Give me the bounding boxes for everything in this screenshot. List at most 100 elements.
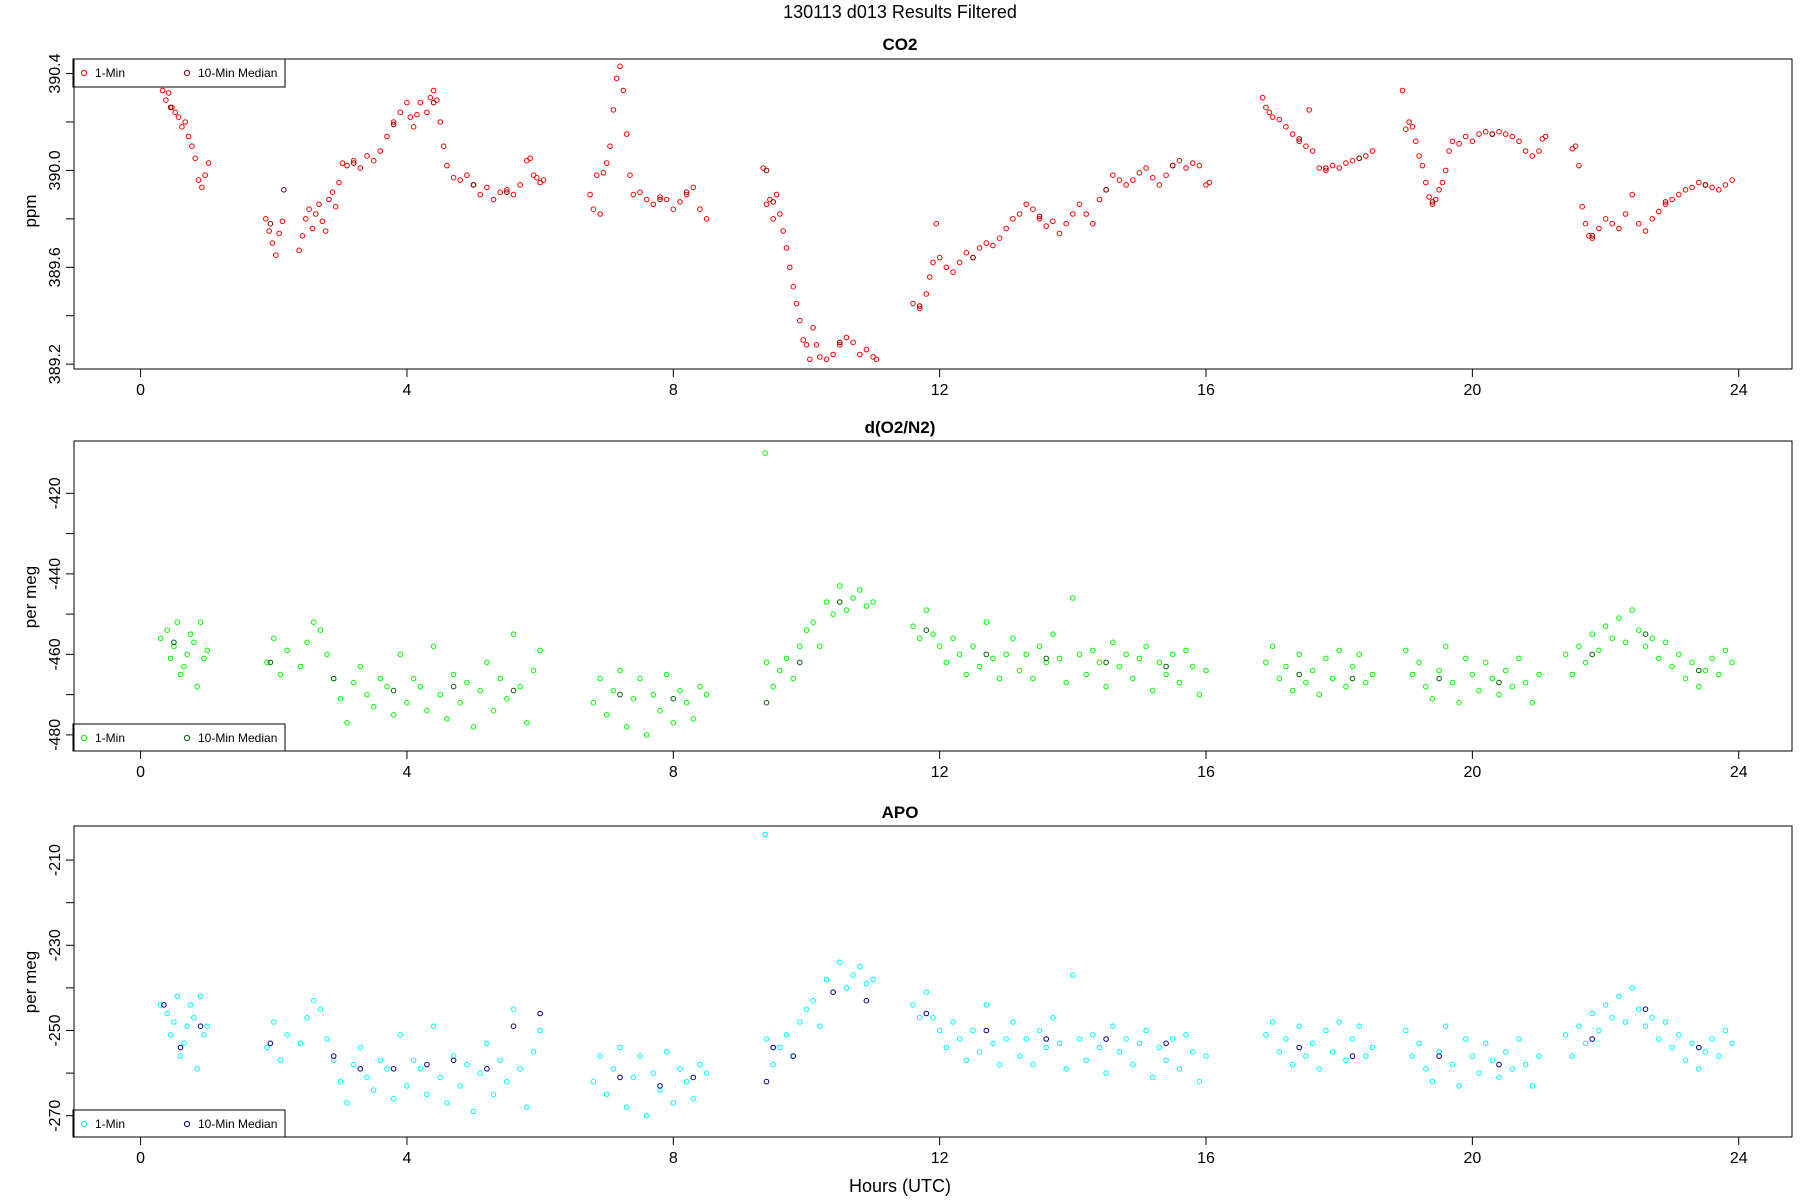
co2-data-point: [1356, 155, 1362, 162]
co2-data-point: [1426, 194, 1432, 200]
co2-data-point: [657, 194, 663, 200]
o2n2-data-point: [1316, 691, 1322, 698]
apo-data-point: [1289, 1061, 1296, 1068]
o2n2-data-point: [990, 655, 996, 662]
o2n2-data-point: [330, 675, 337, 682]
co2-data-point: [1036, 216, 1043, 222]
apo-data-point: [1689, 1040, 1695, 1047]
co2-data-point: [1582, 220, 1589, 227]
co2-data-point: [970, 254, 976, 261]
o2n2-data-point: [1329, 675, 1336, 682]
o2n2-data-point: [267, 659, 274, 666]
apo-data-point: [470, 1108, 477, 1115]
o2n2-data-point: [464, 679, 470, 686]
co2-data-point: [312, 211, 319, 217]
co2-data-point: [1206, 179, 1213, 186]
co2-data-point: [610, 107, 617, 113]
co2-data-point: [630, 191, 637, 198]
apo-data-point: [936, 1027, 943, 1034]
co2-data-point: [269, 240, 276, 246]
apo-data-point: [870, 976, 876, 983]
o2n2-data-point: [1163, 663, 1169, 670]
co2-data-point: [390, 119, 397, 125]
apo-data-point: [970, 1027, 976, 1034]
apo-data-point: [1096, 1044, 1103, 1051]
co2-data-point: [1169, 162, 1176, 169]
apo-data-point: [1070, 972, 1076, 978]
co2-data-point: [770, 199, 777, 205]
co2-data-point: [384, 133, 390, 140]
o2n2-data-point: [490, 707, 497, 714]
co2-data-point: [1030, 206, 1036, 212]
co2-data-point: [450, 174, 457, 181]
apo-data-point: [863, 980, 870, 987]
o2n2-data-point: [1696, 667, 1702, 674]
o2n2-data-point: [1576, 643, 1582, 650]
apo-data-point: [404, 1083, 410, 1089]
co2-data-point: [1516, 138, 1522, 145]
co2-data-point: [414, 111, 420, 118]
apo-data-point: [1496, 1074, 1502, 1081]
apo-data-point: [177, 1053, 184, 1059]
o2n2-data-point: [264, 659, 270, 666]
o2n2-legend: 1-Min 10-Min Median: [72, 723, 286, 752]
co2-data-point: [790, 283, 797, 290]
apo-data-point: [1656, 1036, 1662, 1042]
apo-data-point: [762, 831, 769, 838]
co2-data-point: [800, 337, 807, 343]
co2-y-tick-label: 389.6: [47, 247, 64, 287]
apo-data-point: [1189, 1049, 1196, 1055]
apo-data-point: [923, 989, 930, 996]
co2-data-point: [540, 177, 547, 183]
apo-data-point: [983, 1027, 990, 1034]
co2-data-point: [1306, 107, 1312, 113]
apo-data-point: [1203, 1053, 1209, 1059]
o2n2-data-point: [803, 627, 810, 634]
co2-data-point: [1682, 187, 1689, 193]
o2n2-data-point: [1609, 635, 1615, 642]
co2-legend-box: [72, 58, 286, 88]
co2-data-point: [167, 104, 174, 111]
co2-data-point: [1349, 157, 1356, 164]
apo-data-point: [267, 1040, 274, 1047]
apo-data-point: [1083, 1057, 1089, 1064]
co2-data-point: [1070, 211, 1076, 217]
co2-data-point: [593, 172, 600, 178]
apo-y-tick-label: -230: [47, 929, 64, 961]
co2-data-point: [1502, 131, 1509, 137]
apo-data-point: [630, 1074, 637, 1081]
co2-data-point: [350, 160, 357, 166]
apo-data-point: [337, 1078, 344, 1085]
apo-data-point: [1163, 1057, 1169, 1064]
apo-data-point: [697, 1061, 703, 1068]
o2n2-data-point: [1476, 687, 1482, 694]
o2n2-x-tick-label: 20: [1463, 764, 1481, 781]
co2-data-point: [1323, 167, 1329, 174]
apo-data-point: [1369, 1044, 1376, 1051]
o2n2-data-point: [164, 627, 170, 634]
apo-data-point: [430, 1023, 437, 1029]
o2n2-data-point: [963, 671, 970, 678]
co2-data-point: [650, 201, 657, 208]
co2-data-point: [1729, 177, 1735, 183]
o2n2-data-point: [1143, 643, 1149, 650]
co2-data-point: [163, 97, 169, 103]
o2n2-data-point: [187, 631, 194, 638]
co2-data-point: [613, 75, 620, 82]
o2n2-data-point: [1436, 675, 1442, 682]
co2-data-point: [1482, 128, 1489, 135]
o2n2-data-point: [1496, 691, 1502, 698]
co2-data-point: [306, 206, 312, 212]
apo-data-point: [1529, 1083, 1536, 1089]
apo-data-point: [823, 976, 830, 983]
co2-data-point: [410, 124, 417, 130]
apo-data-point: [271, 1019, 277, 1025]
co2-data-point: [1609, 220, 1615, 227]
co2-data-point: [926, 274, 933, 280]
apo-data-point: [610, 1066, 617, 1072]
o2n2-data-point: [762, 450, 769, 456]
apo-data-point: [1056, 1040, 1063, 1047]
co2-data-point: [424, 109, 430, 116]
o2n2-data-point: [1502, 667, 1509, 674]
o2n2-panel: d(O2/N2) per meg 1-Min 10-Min Median 0 4 8…: [21, 418, 1793, 781]
